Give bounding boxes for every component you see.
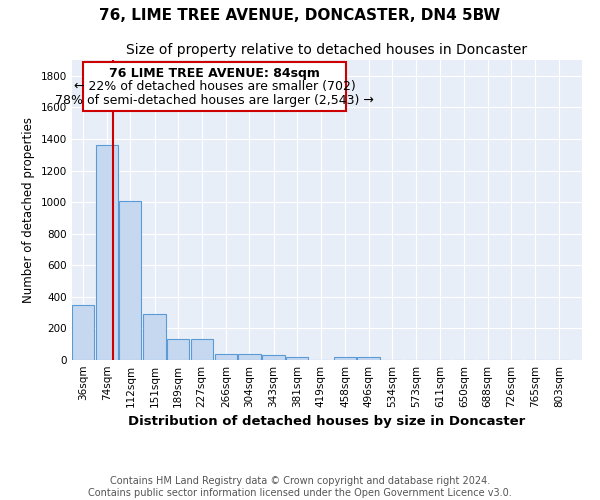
Bar [72, 304, 94, 360]
Bar [143, 314, 166, 360]
Bar [119, 200, 142, 360]
Text: ← 22% of detached houses are smaller (702): ← 22% of detached houses are smaller (70… [74, 80, 356, 94]
Bar [215, 354, 237, 360]
Bar [286, 357, 308, 360]
FancyBboxPatch shape [83, 62, 346, 112]
Text: 76 LIME TREE AVENUE: 84sqm: 76 LIME TREE AVENUE: 84sqm [109, 66, 320, 80]
Text: 78% of semi-detached houses are larger (2,543) →: 78% of semi-detached houses are larger (… [55, 94, 374, 107]
Bar [191, 340, 213, 360]
Y-axis label: Number of detached properties: Number of detached properties [22, 117, 35, 303]
Bar [334, 357, 356, 360]
Bar [167, 340, 189, 360]
X-axis label: Distribution of detached houses by size in Doncaster: Distribution of detached houses by size … [128, 416, 526, 428]
Text: 76, LIME TREE AVENUE, DONCASTER, DN4 5BW: 76, LIME TREE AVENUE, DONCASTER, DN4 5BW [100, 8, 500, 22]
Bar [358, 357, 380, 360]
Bar [95, 146, 118, 360]
Bar [238, 354, 260, 360]
Title: Size of property relative to detached houses in Doncaster: Size of property relative to detached ho… [127, 44, 527, 58]
Bar [262, 356, 285, 360]
Text: Contains HM Land Registry data © Crown copyright and database right 2024.
Contai: Contains HM Land Registry data © Crown c… [88, 476, 512, 498]
